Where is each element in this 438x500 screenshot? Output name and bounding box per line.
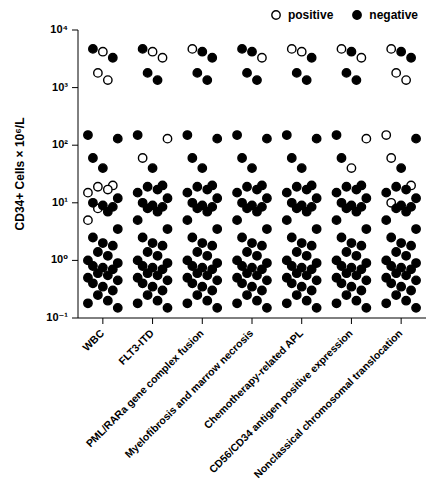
- html-text:positive: positive: [288, 8, 334, 22]
- svg-text:PML/RARa gene complex fusion: PML/RARa gene complex fusion: [83, 326, 206, 450]
- svg-text:10⁻¹: 10⁻¹: [46, 311, 68, 323]
- svg-text:Myelofibrosis and marrow necro: Myelofibrosis and marrow necrosis: [122, 326, 256, 460]
- svg-text:10¹: 10¹: [52, 196, 68, 208]
- svg-text:10²: 10²: [52, 138, 68, 150]
- svg-text:10⁴: 10⁴: [50, 23, 68, 35]
- svg-text:10³: 10³: [52, 81, 68, 93]
- svg-text:Nonclassical chromosomal trans: Nonclassical chromosomal translocation: [251, 327, 404, 480]
- svg-text:Chemotherapy-related APL: Chemotherapy-related APL: [201, 326, 305, 430]
- svg-text:FLT3-ITD: FLT3-ITD: [116, 327, 156, 367]
- html-text:negative: negative: [369, 8, 418, 22]
- svg-text:WBC: WBC: [80, 327, 107, 354]
- svg-text:CD34+ Cells × 10⁶/L: CD34+ Cells × 10⁶/L: [13, 118, 27, 231]
- svg-text:CD56/CD34 antigen positive exp: CD56/CD34 antigen positive expression: [206, 326, 355, 476]
- svg-text:10⁰: 10⁰: [51, 253, 68, 265]
